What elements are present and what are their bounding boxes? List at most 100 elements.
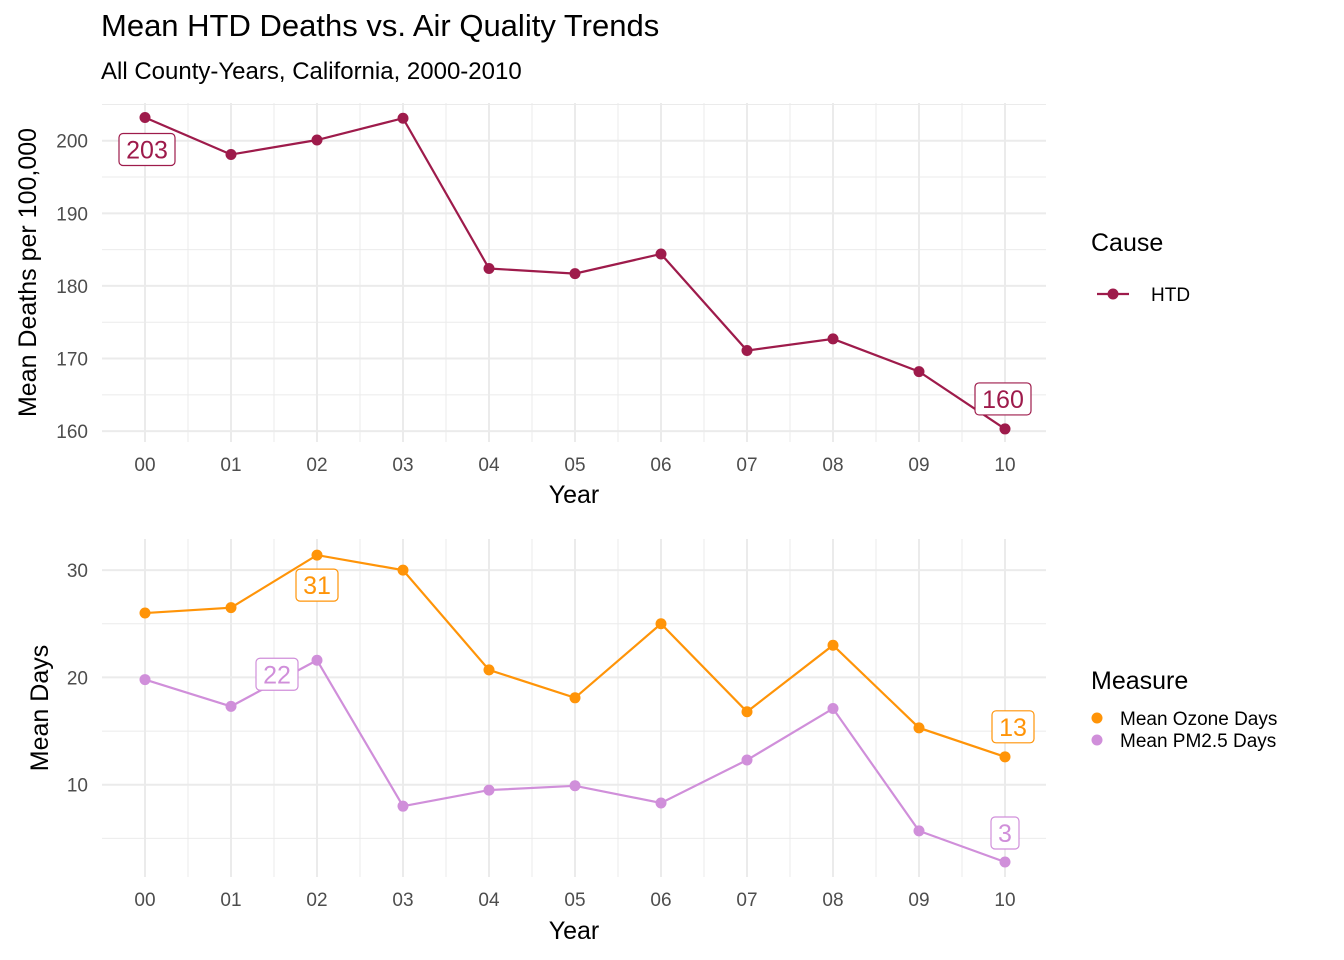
x-tick-label: 08 — [822, 455, 843, 476]
legend-key-point — [1107, 288, 1119, 300]
legend-label: HTD — [1151, 285, 1190, 306]
chart-title: Mean HTD Deaths vs. Air Quality Trends — [101, 8, 660, 43]
x-tick-label: 06 — [650, 455, 671, 476]
data-label: 31 — [295, 568, 339, 602]
data-point — [999, 856, 1011, 868]
data-label-text: 22 — [263, 661, 291, 689]
x-tick-label: 05 — [564, 455, 585, 476]
chart-panel-2: 10 20 30 00 01 02 03 04 05 06 07 08 09 10 Year Mean Day… — [26, 539, 1277, 945]
x-tick-label: 05 — [564, 890, 585, 911]
data-label-text: 31 — [303, 572, 331, 600]
data-label-text: 203 — [126, 137, 168, 165]
y-axis-title: Mean Deaths per 100,000 — [14, 128, 42, 417]
y-tick-label: 10 — [67, 776, 88, 797]
x-tick-label: 07 — [736, 455, 757, 476]
data-point — [225, 700, 237, 712]
data-point — [913, 722, 925, 734]
y-tick-label: 30 — [67, 561, 88, 582]
data-point — [225, 602, 237, 614]
x-tick-label: 04 — [478, 890, 500, 911]
data-point — [913, 825, 925, 837]
x-tick-label: 03 — [392, 455, 413, 476]
y-tick-label: 160 — [56, 422, 88, 443]
x-tick-label: 04 — [478, 455, 500, 476]
x-tick-label: 09 — [908, 455, 929, 476]
legend-key-point — [1091, 712, 1103, 724]
data-point — [827, 703, 839, 715]
data-point — [483, 784, 495, 796]
data-point — [225, 149, 237, 161]
data-point — [741, 345, 753, 357]
data-label: 160 — [974, 382, 1032, 416]
x-tick-label: 10 — [994, 890, 1015, 911]
legend-title: Cause — [1091, 229, 1163, 257]
y-tick-label: 180 — [56, 277, 88, 298]
data-label-box — [255, 657, 299, 691]
data-label-box — [990, 816, 1020, 850]
data-point — [483, 664, 495, 676]
x-tick-label: 01 — [220, 890, 241, 911]
legend-label: Mean PM2.5 Days — [1120, 731, 1276, 752]
data-point — [311, 549, 323, 561]
data-point — [397, 800, 409, 812]
data-point — [655, 797, 667, 809]
y-axis-title: Mean Days — [26, 645, 54, 771]
x-tick-label: 08 — [822, 890, 843, 911]
data-label: 3 — [990, 816, 1020, 850]
y-tick-label: 20 — [67, 668, 88, 689]
x-tick-label: 00 — [134, 455, 155, 476]
data-point — [139, 112, 151, 124]
data-point — [311, 134, 323, 146]
chart-panel-1: 160 170 180 190 200 00 01 02 03 04 05 06 07 08 09 10 Yea… — [14, 103, 1190, 509]
y-tick-label: 170 — [56, 350, 88, 371]
data-point — [913, 366, 925, 378]
x-axis-title: Year — [549, 917, 600, 945]
y-tick-label: 200 — [56, 132, 88, 153]
data-label-box — [118, 132, 176, 167]
x-axis-title: Year — [549, 481, 600, 509]
x-tick-label: 07 — [736, 890, 757, 911]
data-label-box — [295, 568, 339, 602]
data-point — [999, 751, 1011, 763]
data-point — [397, 112, 409, 124]
data-label-text: 3 — [998, 820, 1012, 848]
data-point — [999, 423, 1011, 435]
x-tick-label: 01 — [220, 455, 241, 476]
x-tick-label: 00 — [134, 890, 155, 911]
data-point — [741, 754, 753, 766]
data-label: 22 — [255, 657, 299, 691]
legend-key-point — [1091, 734, 1103, 746]
data-point — [827, 333, 839, 345]
data-point — [827, 639, 839, 651]
data-point — [741, 706, 753, 718]
data-label: 203 — [118, 132, 176, 167]
data-point — [483, 263, 495, 275]
data-point — [569, 780, 581, 792]
chart-subtitle: All County-Years, California, 2000-2010 — [101, 58, 522, 85]
data-point — [569, 692, 581, 704]
legend-label: Mean Ozone Days — [1120, 709, 1277, 730]
data-point — [139, 674, 151, 686]
x-tick-label: 09 — [908, 890, 929, 911]
legend-title: Measure — [1091, 667, 1188, 695]
data-point — [569, 268, 581, 280]
x-tick-label: 02 — [306, 455, 327, 476]
x-tick-label: 06 — [650, 890, 671, 911]
data-point — [139, 607, 151, 619]
data-point — [397, 564, 409, 576]
data-point — [655, 618, 667, 630]
data-label-text: 13 — [999, 714, 1027, 742]
data-point — [311, 654, 323, 666]
y-tick-label: 190 — [56, 204, 88, 225]
x-tick-label: 02 — [306, 890, 327, 911]
data-label-box — [974, 382, 1032, 416]
data-point — [655, 248, 667, 260]
x-tick-label: 03 — [392, 890, 413, 911]
legend: Cause HTD — [1091, 229, 1190, 306]
data-label: 13 — [991, 710, 1035, 744]
x-tick-label: 10 — [994, 455, 1015, 476]
data-label-box — [991, 710, 1035, 744]
data-label-text: 160 — [982, 386, 1024, 414]
